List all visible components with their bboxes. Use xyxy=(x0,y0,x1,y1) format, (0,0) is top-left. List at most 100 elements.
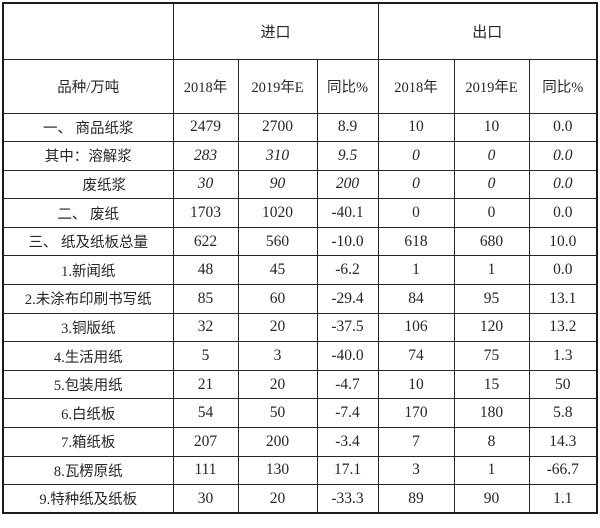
value-cell: 54 xyxy=(172,398,239,429)
value-cell: 1 xyxy=(453,455,530,486)
table-body: 一、 商品纸浆 2479 2700 8.9 10 10 0.0 其中：溶解浆 283 310 9.5… xyxy=(2,112,598,514)
column-header-row: 品种/万吨 2018年 2019年E 同比% 2018年 2019年E 同比% xyxy=(2,58,598,114)
value-cell: 7 xyxy=(377,427,455,457)
row-label: 二、 废纸 xyxy=(2,198,174,228)
table-row: 5.包装用纸 21 20 -4.7 10 15 50 xyxy=(2,369,598,400)
value-cell: 130 xyxy=(237,455,318,486)
value-cell: 90 xyxy=(453,484,530,514)
export-2019e-header: 2019年E xyxy=(453,58,530,114)
row-label: 废纸浆 xyxy=(2,169,174,200)
value-cell: 45 xyxy=(237,255,318,286)
table-row: 1.新闻纸 48 45 -6.2 1 1 0.0 xyxy=(2,255,598,286)
row-label: 4.生活用纸 xyxy=(2,341,174,371)
value-cell: -29.4 xyxy=(316,284,379,314)
value-cell: 20 xyxy=(237,484,318,514)
group-header-row: 进口 出口 xyxy=(2,2,598,60)
value-cell: -40.1 xyxy=(316,198,379,228)
value-cell: 310 xyxy=(237,141,318,171)
value-cell: 0 xyxy=(377,169,455,200)
export-group-header: 出口 xyxy=(377,2,598,60)
value-cell: 3 xyxy=(377,455,455,486)
value-cell: 180 xyxy=(453,398,530,429)
row-label: 1.新闻纸 xyxy=(2,255,174,286)
value-cell: 84 xyxy=(377,284,455,314)
value-cell: 2479 xyxy=(172,112,239,143)
import-2018-header: 2018年 xyxy=(172,58,239,114)
value-cell: 106 xyxy=(377,312,455,343)
value-cell: 2700 xyxy=(237,112,318,143)
row-label: 3.铜版纸 xyxy=(2,312,174,343)
value-cell: 1 xyxy=(453,255,530,286)
value-cell: 5.8 xyxy=(528,398,598,429)
value-cell: 75 xyxy=(453,341,530,371)
value-cell: 10.0 xyxy=(528,226,598,257)
row-label: 7.箱纸板 xyxy=(2,427,174,457)
value-cell: -4.7 xyxy=(316,369,379,400)
value-cell: 618 xyxy=(377,226,455,257)
value-cell: 13.1 xyxy=(528,284,598,314)
value-cell: 200 xyxy=(316,169,379,200)
corner-empty-cell xyxy=(2,2,174,60)
value-cell: 30 xyxy=(172,169,239,200)
value-cell: -10.0 xyxy=(316,226,379,257)
row-label: 8.瓦楞原纸 xyxy=(2,455,174,486)
value-cell: 0 xyxy=(453,141,530,171)
value-cell: 1703 xyxy=(172,198,239,228)
value-cell: 0 xyxy=(453,169,530,200)
value-cell: 0 xyxy=(377,198,455,228)
value-cell: 20 xyxy=(237,369,318,400)
value-cell: 170 xyxy=(377,398,455,429)
value-cell: 207 xyxy=(172,427,239,457)
value-cell: 1.3 xyxy=(528,341,598,371)
value-cell: 8 xyxy=(453,427,530,457)
value-cell: 90 xyxy=(237,169,318,200)
value-cell: -3.4 xyxy=(316,427,379,457)
row-label: 一、 商品纸浆 xyxy=(2,112,174,143)
table-row: 2.未涂布印刷书写纸 85 60 -29.4 84 95 13.1 xyxy=(2,284,598,314)
table-row: 8.瓦楞原纸 111 130 17.1 3 1 -66.7 xyxy=(2,455,598,486)
table-row: 一、 商品纸浆 2479 2700 8.9 10 10 0.0 xyxy=(2,112,598,143)
value-cell: 10 xyxy=(453,112,530,143)
value-cell: 30 xyxy=(172,484,239,514)
row-label: 2.未涂布印刷书写纸 xyxy=(2,284,174,314)
value-cell: 0 xyxy=(453,198,530,228)
export-2018-header: 2018年 xyxy=(377,58,455,114)
table-row: 废纸浆 30 90 200 0 0 0.0 xyxy=(2,169,598,200)
value-cell: 48 xyxy=(172,255,239,286)
paper-import-export-table: 进口 出口 品种/万吨 2018年 2019年E 同比% 2018年 2019年… xyxy=(2,2,599,515)
value-cell: 50 xyxy=(237,398,318,429)
value-cell: 0.0 xyxy=(528,141,598,171)
value-cell: 20 xyxy=(237,312,318,343)
value-cell: 85 xyxy=(172,284,239,314)
value-cell: 1 xyxy=(377,255,455,286)
value-cell: 0.0 xyxy=(528,112,598,143)
value-cell: 622 xyxy=(172,226,239,257)
value-cell: -40.0 xyxy=(316,341,379,371)
value-cell: 283 xyxy=(172,141,239,171)
table-row: 7.箱纸板 207 200 -3.4 7 8 14.3 xyxy=(2,427,598,457)
row-label: 三、 纸及纸板总量 xyxy=(2,226,174,257)
value-cell: 0.0 xyxy=(528,169,598,200)
value-cell: -37.5 xyxy=(316,312,379,343)
value-cell: -33.3 xyxy=(316,484,379,514)
value-cell: 15 xyxy=(453,369,530,400)
row-label: 6.白纸板 xyxy=(2,398,174,429)
value-cell: 89 xyxy=(377,484,455,514)
value-cell: 1020 xyxy=(237,198,318,228)
row-label: 5.包装用纸 xyxy=(2,369,174,400)
table-row: 6.白纸板 54 50 -7.4 170 180 5.8 xyxy=(2,398,598,429)
value-cell: 74 xyxy=(377,341,455,371)
value-cell: -66.7 xyxy=(528,455,598,486)
row-label: 其中：溶解浆 xyxy=(2,141,174,171)
value-cell: 17.1 xyxy=(316,455,379,486)
value-cell: 10 xyxy=(377,112,455,143)
value-cell: 680 xyxy=(453,226,530,257)
value-cell: 21 xyxy=(172,369,239,400)
value-cell: 1.1 xyxy=(528,484,598,514)
table-row: 3.铜版纸 32 20 -37.5 106 120 13.2 xyxy=(2,312,598,343)
value-cell: 60 xyxy=(237,284,318,314)
value-cell: 9.5 xyxy=(316,141,379,171)
value-cell: 8.9 xyxy=(316,112,379,143)
value-cell: 50 xyxy=(528,369,598,400)
